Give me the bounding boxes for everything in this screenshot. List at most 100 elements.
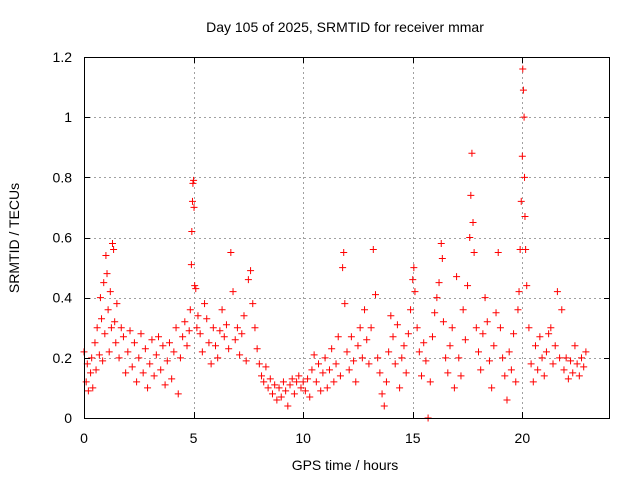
data-point [236, 351, 244, 359]
data-point [334, 333, 342, 341]
data-point [521, 173, 529, 181]
data-point [400, 342, 408, 350]
data-point [82, 378, 90, 386]
data-point [479, 330, 487, 338]
data-point [277, 393, 285, 401]
data-point [422, 357, 430, 365]
data-point [461, 336, 469, 344]
data-point [238, 330, 246, 338]
data-point [304, 375, 312, 383]
data-points [80, 65, 590, 422]
data-point [299, 378, 307, 386]
data-point [312, 378, 320, 386]
data-point [575, 372, 583, 380]
data-point [89, 384, 97, 392]
data-point [409, 276, 417, 284]
data-point [176, 354, 184, 362]
x-tick-labels: 0 5 10 15 20 [80, 430, 530, 446]
data-point [110, 246, 118, 254]
data-point [499, 354, 507, 362]
data-point [264, 384, 272, 392]
data-point [341, 300, 349, 308]
data-point [492, 309, 500, 317]
data-point [340, 249, 348, 257]
data-point [404, 330, 412, 338]
data-point [523, 282, 531, 290]
data-point [448, 324, 456, 332]
data-point [231, 336, 239, 344]
data-point [133, 378, 141, 386]
data-point [571, 342, 579, 350]
data-point [350, 357, 358, 365]
data-point [112, 339, 120, 347]
data-point [95, 351, 103, 359]
data-point [477, 366, 485, 374]
data-point [343, 348, 351, 356]
data-point [188, 227, 196, 235]
data-point [551, 342, 559, 350]
data-point [101, 330, 109, 338]
data-point [207, 360, 215, 368]
data-point [96, 294, 104, 302]
data-point [260, 378, 268, 386]
data-point [161, 381, 169, 389]
data-point [453, 273, 461, 281]
data-point [98, 315, 106, 323]
data-point [446, 342, 454, 350]
x-tick-label: 20 [515, 430, 531, 446]
data-point [330, 378, 338, 386]
data-point [319, 369, 327, 377]
data-point [253, 345, 261, 353]
data-point [88, 354, 96, 362]
data-point [450, 384, 458, 392]
data-point [229, 288, 237, 296]
data-point [573, 360, 581, 368]
data-point [522, 246, 530, 254]
data-point [190, 176, 198, 184]
data-point [578, 354, 586, 362]
data-point [203, 315, 211, 323]
data-point [103, 270, 111, 278]
data-point [105, 348, 113, 356]
data-point [510, 330, 518, 338]
y-tick-label: 1.2 [53, 49, 73, 65]
x-tick-label: 0 [80, 430, 88, 446]
data-point [547, 324, 555, 332]
data-point [301, 387, 309, 395]
data-point [119, 333, 127, 341]
data-point [527, 360, 535, 368]
data-point [483, 318, 491, 326]
data-point [266, 375, 274, 383]
data-point [507, 366, 515, 374]
y-tick-labels: 0 0.2 0.4 0.6 0.8 1 1.2 [53, 49, 73, 426]
data-point [545, 330, 553, 338]
data-point [179, 333, 187, 341]
data-point [271, 381, 279, 389]
data-point [100, 279, 108, 287]
data-point [380, 402, 388, 410]
data-point [157, 366, 165, 374]
data-point [481, 294, 489, 302]
data-point [376, 369, 384, 377]
y-axis-label: SRMTID / TECUs [6, 183, 22, 293]
data-point [385, 348, 393, 356]
data-point [560, 366, 568, 374]
data-point [328, 345, 336, 353]
x-tick-label: 5 [190, 430, 198, 446]
data-point [365, 360, 373, 368]
data-point [273, 396, 281, 404]
data-point [310, 351, 318, 359]
data-point [567, 357, 575, 365]
data-point [205, 339, 213, 347]
data-point [411, 288, 419, 296]
data-point [529, 378, 537, 386]
data-point [457, 372, 465, 380]
data-point [402, 369, 410, 377]
data-point [251, 324, 259, 332]
data-point [534, 366, 542, 374]
data-point [108, 240, 116, 248]
data-point [191, 282, 199, 290]
data-point [214, 354, 222, 362]
data-point [536, 333, 544, 341]
data-point [185, 327, 193, 335]
